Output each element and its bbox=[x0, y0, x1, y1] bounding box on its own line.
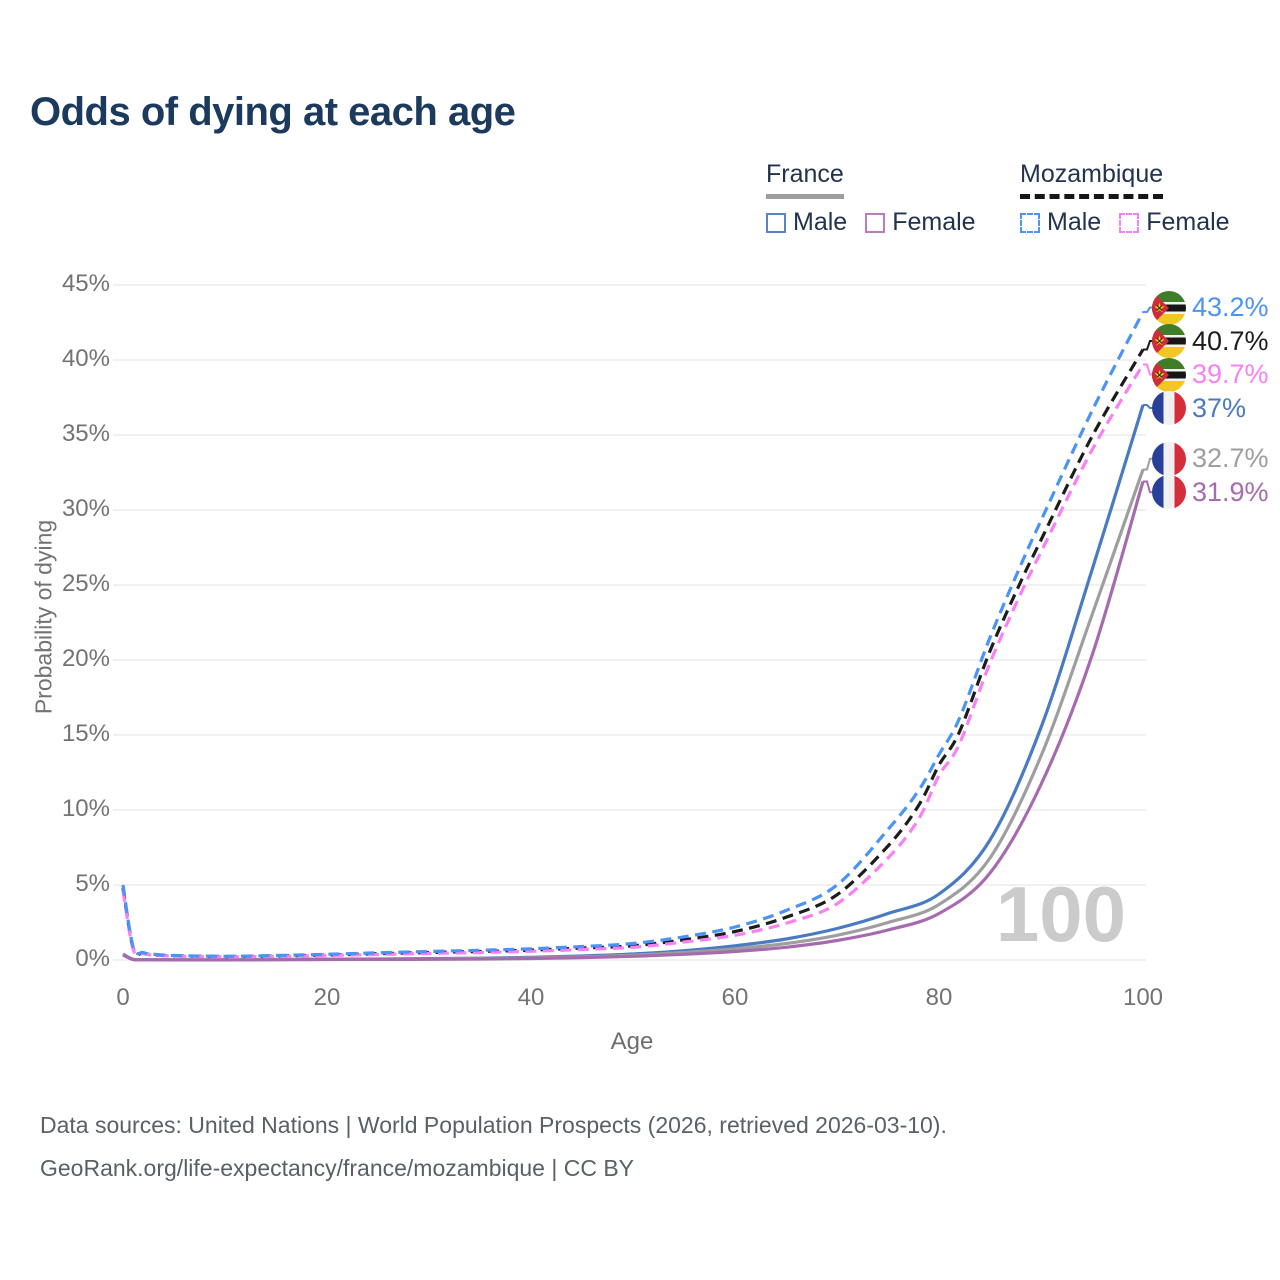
mozambique-female-swatch-icon bbox=[1119, 212, 1140, 233]
france-female-swatch-icon bbox=[865, 212, 886, 233]
end-label-mozambique-total[interactable]: 40.7% bbox=[1152, 324, 1269, 358]
footer-data-sources: Data sources: United Nations | World Pop… bbox=[40, 1112, 947, 1138]
legend-item-label: Female bbox=[892, 208, 976, 236]
end-label-value: 32.7% bbox=[1192, 443, 1269, 474]
end-label-france-total[interactable]: 32.7% bbox=[1152, 441, 1269, 476]
y-axis-title: Probability of dying bbox=[30, 519, 57, 715]
end-label-value: 37% bbox=[1192, 392, 1247, 423]
mozambique-flag-icon bbox=[1152, 357, 1186, 392]
legend-mozambique-items: Male Female bbox=[1020, 208, 1230, 237]
end-label-france-male[interactable]: 37% bbox=[1152, 391, 1246, 425]
y-tick-5: 5% bbox=[75, 870, 110, 897]
y-tick-15: 15% bbox=[61, 720, 110, 747]
legend-france-items: Male Female bbox=[766, 208, 976, 237]
legend-item-france-male[interactable]: Male bbox=[766, 208, 847, 237]
x-tick-0: 0 bbox=[116, 984, 130, 1011]
end-label-value: 31.9% bbox=[1192, 476, 1269, 507]
france-flag-icon bbox=[1152, 441, 1186, 476]
mozambique-flag-icon bbox=[1152, 290, 1186, 325]
x-tick-100: 100 bbox=[1122, 984, 1164, 1011]
legend-item-mozambique-female[interactable]: Female bbox=[1119, 208, 1230, 237]
end-label-mozambique-female[interactable]: 39.7% bbox=[1152, 357, 1269, 392]
france-male-swatch-icon bbox=[766, 212, 786, 233]
series-line-mozambique-total[interactable] bbox=[121, 348, 1145, 959]
y-tick-45: 45% bbox=[61, 270, 110, 297]
footer-attribution-link: GeoRank.org/life-expectancy/france/mozam… bbox=[40, 1155, 635, 1181]
y-tick-10: 10% bbox=[61, 795, 110, 822]
legend-france-label: France bbox=[766, 160, 844, 199]
x-tick-80: 80 bbox=[925, 984, 953, 1011]
y-tick-40: 40% bbox=[61, 345, 110, 372]
series-line-france-total[interactable] bbox=[122, 468, 1145, 962]
x-tick-20: 20 bbox=[313, 984, 341, 1011]
y-tick-25: 25% bbox=[61, 570, 110, 597]
end-label-value: 39.7% bbox=[1192, 359, 1269, 389]
y-tick-0: 0% bbox=[75, 945, 110, 972]
legend-item-label: Male bbox=[1047, 208, 1102, 236]
y-tick-20: 20% bbox=[61, 645, 110, 672]
mozambique-flag-icon bbox=[1152, 324, 1186, 358]
series-line-france-female[interactable] bbox=[122, 481, 1145, 962]
x-axis-title: Age bbox=[610, 1028, 654, 1055]
legend-group-mozambique: Mozambique Male Female bbox=[1020, 160, 1230, 237]
y-tick-35: 35% bbox=[61, 420, 110, 447]
series-line-mozambique-male[interactable] bbox=[121, 311, 1145, 958]
series-line-france-male[interactable] bbox=[122, 404, 1145, 962]
x-tick-40: 40 bbox=[517, 984, 545, 1011]
legend-item-label: Female bbox=[1146, 208, 1230, 236]
age-counter-watermark: 100 bbox=[996, 870, 1126, 958]
legend-item-mozambique-male[interactable]: Male bbox=[1020, 208, 1101, 237]
legend-group-france: France Male Female bbox=[766, 160, 976, 237]
end-label-value: 40.7% bbox=[1192, 325, 1269, 356]
end-label-france-female[interactable]: 31.9% bbox=[1152, 475, 1269, 510]
chart-title: Odds of dying at each age bbox=[30, 90, 516, 134]
y-tick-30: 30% bbox=[61, 495, 110, 522]
france-flag-icon bbox=[1152, 391, 1186, 425]
legend-item-france-female[interactable]: Female bbox=[865, 208, 976, 237]
mozambique-male-swatch-icon bbox=[1020, 212, 1040, 233]
end-label-mozambique-male[interactable]: 43.2% bbox=[1152, 290, 1269, 325]
footer: Data sources: United Nations | World Pop… bbox=[40, 1104, 947, 1190]
france-flag-icon bbox=[1152, 475, 1186, 510]
legend-mozambique-label: Mozambique bbox=[1020, 160, 1164, 199]
end-label-value: 43.2% bbox=[1192, 292, 1269, 322]
x-tick-60: 60 bbox=[721, 984, 749, 1011]
legend-item-label: Male bbox=[793, 208, 848, 236]
